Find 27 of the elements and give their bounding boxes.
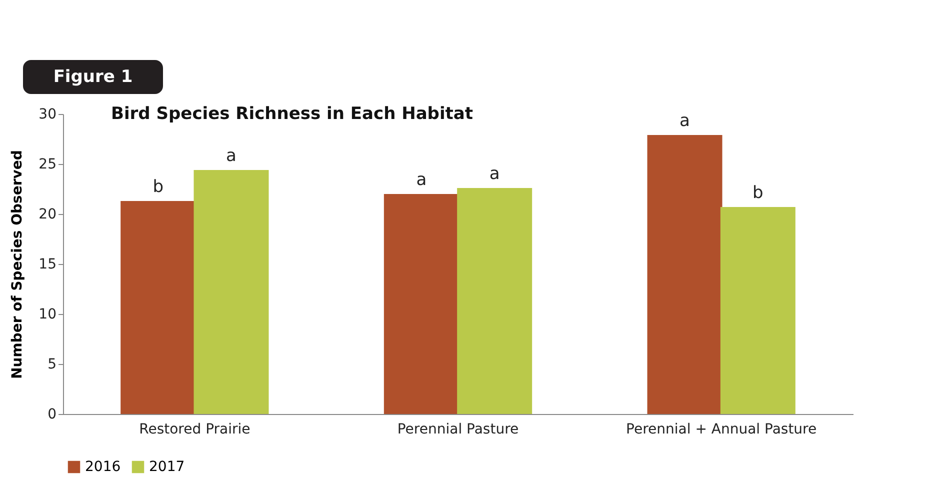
y-tick-label: 15 (38, 256, 56, 272)
y-tick-label: 30 (38, 106, 56, 122)
bar (194, 170, 269, 414)
y-tick-label: 5 (48, 356, 56, 372)
x-tick-label: Perennial Pasture (397, 422, 519, 438)
y-tick-label: 25 (38, 156, 56, 172)
chart-title: Bird Species Richness in Each Habitat (111, 104, 474, 124)
bar (647, 135, 722, 414)
bar (384, 194, 459, 414)
x-tick-label: Perennial + Annual Pasture (626, 422, 817, 438)
annotation: a (226, 146, 236, 166)
bar (720, 207, 796, 414)
caption: Figure 1 (53, 67, 133, 87)
y-tick-label: 20 (38, 206, 56, 222)
annotation: a (489, 164, 500, 184)
annotation: b (152, 177, 164, 197)
bar (120, 201, 196, 414)
x-tick-label: Restored Prairie (139, 422, 250, 438)
y-axis-title: Number of Species Observed (10, 150, 26, 379)
y-tick-label: 10 (38, 306, 56, 322)
annotation: a (680, 111, 690, 131)
legend-label: 2017 (149, 459, 185, 475)
legend-label: 2016 (85, 459, 121, 475)
bar (457, 188, 532, 414)
annotation: a (416, 170, 427, 190)
y-tick-label: 0 (48, 406, 56, 422)
annotation: b (752, 183, 764, 203)
